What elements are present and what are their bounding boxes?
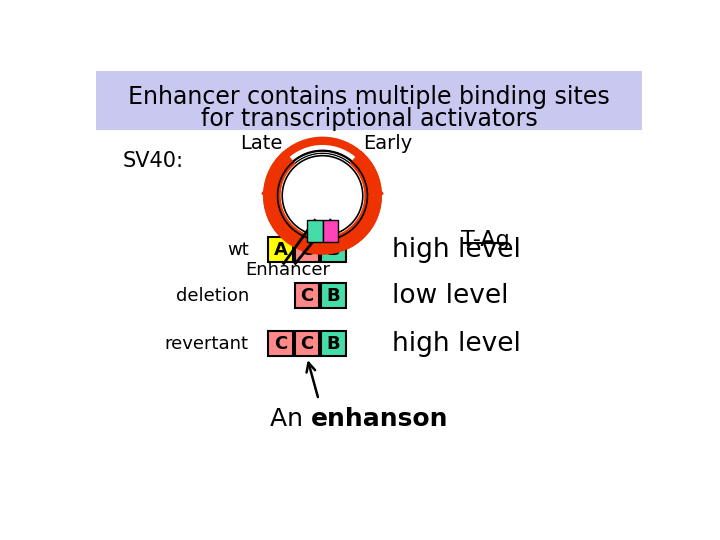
Text: Enhancer: Enhancer: [245, 261, 330, 279]
Text: B: B: [327, 335, 340, 353]
Text: C: C: [274, 335, 287, 353]
Circle shape: [284, 157, 361, 234]
Bar: [307, 220, 323, 242]
Text: deletion: deletion: [176, 287, 249, 305]
Bar: [294, 331, 320, 356]
Circle shape: [282, 155, 364, 237]
Circle shape: [272, 146, 373, 246]
Text: A: A: [274, 241, 287, 259]
Text: high level: high level: [392, 330, 521, 356]
Bar: [321, 284, 346, 308]
Bar: [294, 237, 320, 262]
Bar: [269, 237, 293, 262]
Text: enhanson: enhanson: [311, 408, 449, 431]
Text: An: An: [270, 408, 311, 431]
Text: B: B: [327, 241, 340, 259]
Circle shape: [284, 158, 361, 233]
Text: for transcriptional activators: for transcriptional activators: [201, 107, 537, 131]
Text: C: C: [300, 241, 314, 259]
Bar: [321, 237, 346, 262]
Bar: [269, 331, 293, 356]
Text: Enhancer contains multiple binding sites: Enhancer contains multiple binding sites: [128, 85, 610, 109]
Text: Early: Early: [363, 134, 412, 153]
Text: wt: wt: [227, 241, 249, 259]
FancyBboxPatch shape: [96, 71, 642, 130]
Text: C: C: [300, 287, 314, 305]
Text: C: C: [300, 335, 314, 353]
Bar: [294, 284, 320, 308]
Text: low level: low level: [392, 283, 509, 309]
Text: T-Ag: T-Ag: [461, 231, 510, 251]
Text: high level: high level: [392, 237, 521, 262]
Text: B: B: [327, 287, 340, 305]
Bar: [323, 220, 338, 242]
Text: Late: Late: [240, 134, 282, 153]
Text: SV40:: SV40:: [122, 151, 184, 171]
Text: revertant: revertant: [165, 335, 249, 353]
Bar: [321, 331, 346, 356]
